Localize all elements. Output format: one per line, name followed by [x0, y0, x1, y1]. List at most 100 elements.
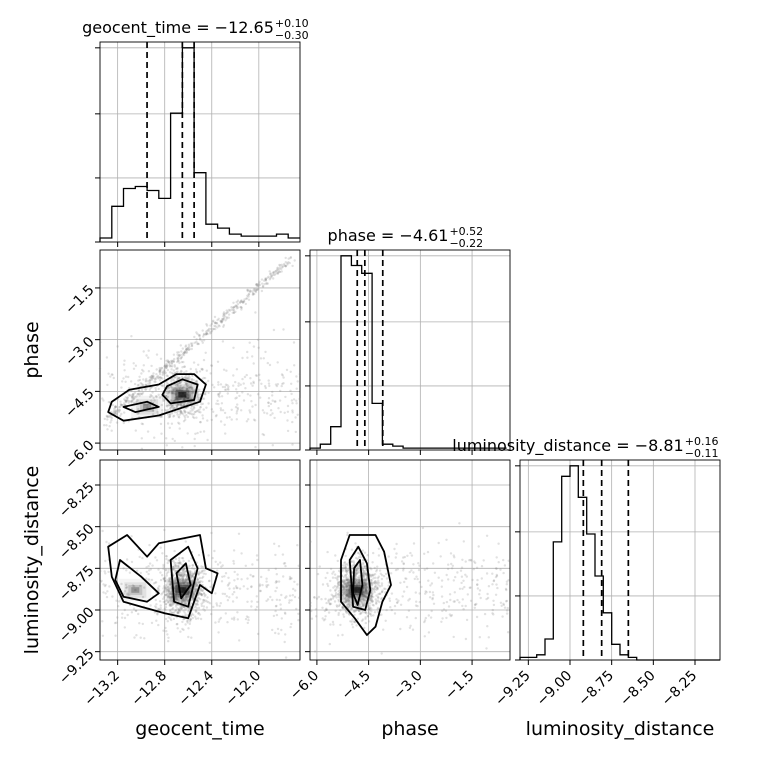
scatter-point [211, 556, 214, 560]
scatter-point [156, 613, 159, 616]
scatter-point [151, 376, 155, 380]
scatter-point [197, 611, 200, 615]
scatter-point [329, 567, 333, 571]
scatter-point [182, 609, 185, 612]
scatter-point [176, 351, 179, 354]
scatter-point [173, 561, 176, 564]
scatter-geocent_time-luminosity_distance-grid [100, 460, 300, 660]
scatter-point [361, 618, 365, 621]
scatter-point [162, 565, 165, 568]
scatter-point [309, 601, 312, 604]
scatter-point [175, 367, 178, 371]
scatter-point [139, 636, 142, 639]
scatter-point [155, 606, 158, 609]
scatter-point [178, 561, 181, 565]
scatter-point [329, 589, 332, 592]
scatter-point [177, 387, 180, 390]
scatter-point [194, 609, 197, 612]
scatter-point [341, 633, 344, 637]
scatter-point [385, 608, 388, 612]
scatter-point [196, 431, 199, 435]
scatter-point [244, 617, 248, 621]
scatter-point [111, 373, 114, 376]
scatter-point [187, 610, 190, 613]
scatter-point [470, 559, 473, 562]
scatter-point [179, 561, 182, 564]
scatter-point [133, 391, 137, 394]
scatter-point [320, 598, 323, 601]
scatter-point [114, 409, 118, 412]
scatter-point [178, 559, 181, 562]
scatter-point [181, 574, 184, 577]
scatter-point [238, 301, 242, 304]
scatter-point [336, 585, 340, 588]
scatter-point [150, 378, 153, 382]
scatter-point [148, 381, 152, 385]
scatter-point [168, 371, 172, 374]
y-tick-label: −1.5 [62, 282, 97, 317]
scatter-point [234, 380, 237, 384]
scatter-point [191, 596, 194, 599]
scatter-point [130, 611, 134, 614]
scatter-point [503, 606, 507, 609]
scatter-point [203, 609, 206, 612]
scatter-point [187, 635, 190, 639]
scatter-point [223, 388, 227, 391]
scatter-point [213, 321, 217, 324]
scatter-point [447, 578, 450, 581]
scatter-point [189, 573, 192, 576]
scatter-point [152, 396, 155, 400]
scatter-point [276, 272, 280, 275]
scatter-point [245, 297, 249, 300]
scatter-point [137, 612, 140, 616]
scatter-point [412, 542, 416, 545]
scatter-point [170, 362, 174, 365]
scatter-point [194, 589, 197, 592]
scatter-point [118, 409, 121, 412]
scatter-point [185, 387, 189, 391]
scatter-point [326, 571, 329, 575]
scatter-point [170, 405, 174, 409]
scatter-point [344, 574, 347, 577]
scatter-point [177, 353, 181, 357]
scatter-point [174, 598, 178, 601]
scatter-point [395, 542, 398, 546]
scatter-point [217, 381, 220, 384]
scatter-point [182, 420, 186, 423]
scatter-point [469, 599, 473, 602]
scatter-point [278, 266, 282, 269]
scatter-point [331, 576, 335, 579]
scatter-point [164, 626, 167, 630]
scatter-point [201, 580, 204, 583]
scatter-point [180, 360, 183, 364]
scatter-point [193, 567, 196, 571]
scatter-point [234, 310, 237, 313]
scatter-point [184, 578, 188, 581]
scatter-point [189, 618, 192, 621]
scatter-point [128, 571, 132, 574]
scatter-point [232, 587, 236, 590]
scatter-point [181, 446, 184, 449]
scatter-point [256, 600, 259, 604]
scatter-point [133, 636, 136, 639]
scatter-point [196, 409, 200, 412]
scatter-point [226, 599, 230, 602]
scatter-point [191, 387, 194, 390]
scatter-point [103, 417, 107, 421]
scatter-point [182, 352, 186, 355]
scatter-point [248, 289, 252, 292]
scatter-point [430, 609, 433, 613]
scatter-point [194, 368, 198, 371]
scatter-point [192, 361, 196, 364]
scatter-point [235, 305, 238, 308]
scatter-point [315, 597, 319, 600]
scatter-point [194, 610, 197, 613]
scatter-point [262, 357, 265, 360]
scatter-point [148, 379, 151, 382]
scatter-point [170, 385, 173, 389]
scatter-point [427, 631, 431, 634]
scatter-point [261, 285, 265, 288]
scatter-point [189, 572, 192, 576]
scatter-point [206, 438, 209, 442]
scatter-point [186, 591, 189, 594]
